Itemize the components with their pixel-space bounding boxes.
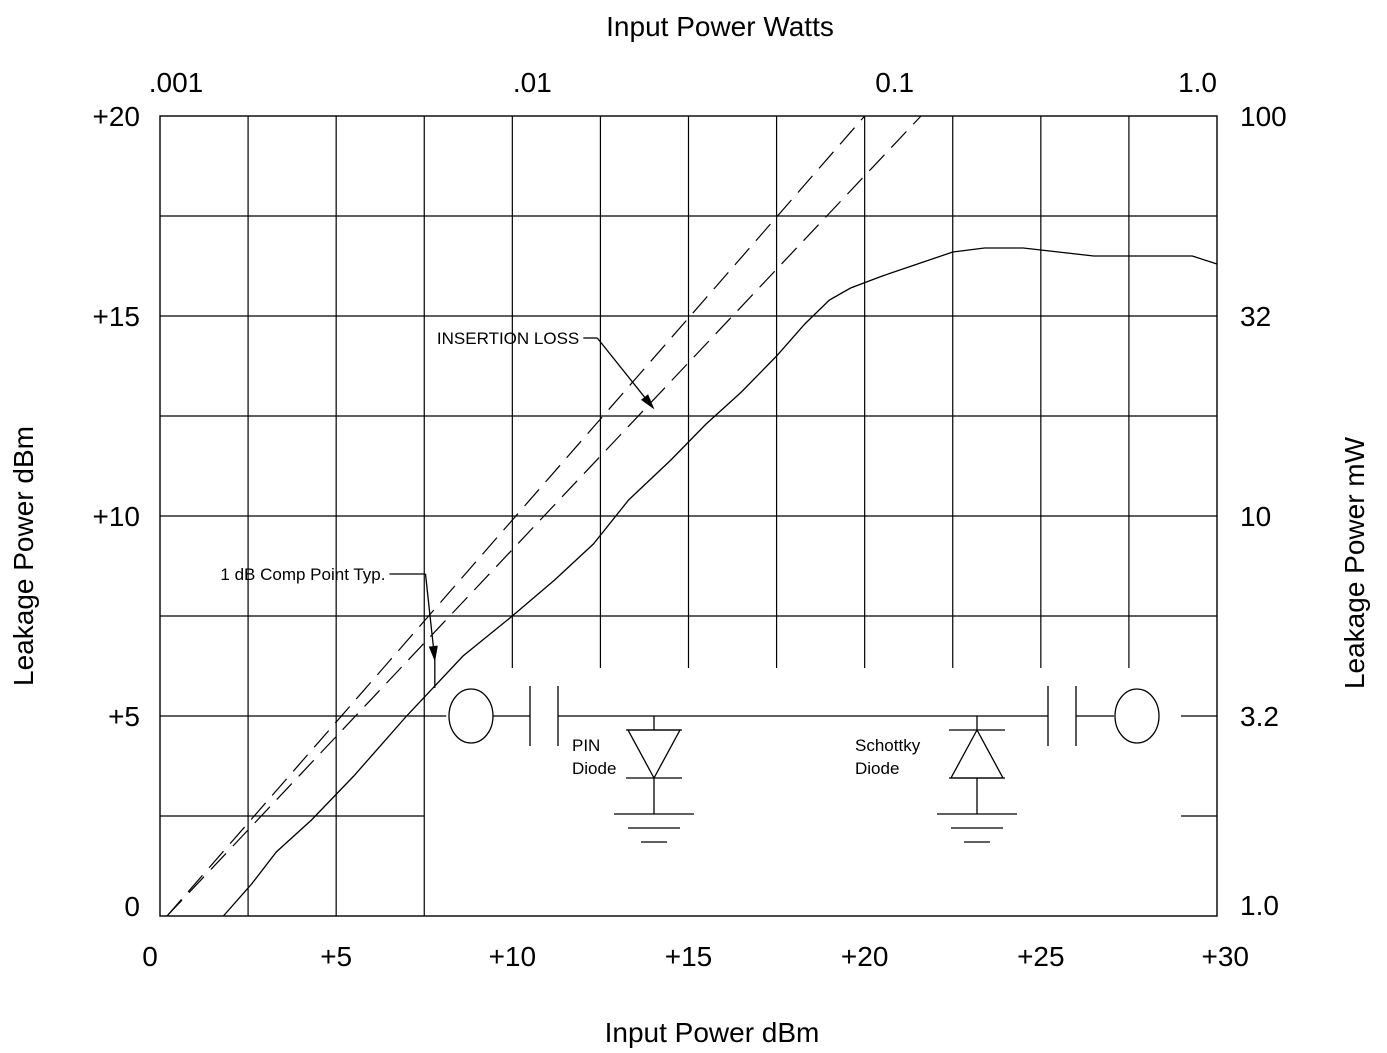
right-tick-label: 10	[1240, 501, 1271, 532]
right-axis-title: Leakage Power mW	[1339, 436, 1370, 689]
x-tick-label: +25	[1017, 941, 1065, 972]
annotations: INSERTION LOSS 1 dB Comp Point Typ.	[220, 329, 655, 688]
top-tick-label: .001	[149, 67, 204, 98]
left-axis-title: Leakage Power dBm	[8, 426, 39, 686]
right-tick-label: 1.0	[1240, 890, 1279, 921]
grid-lines	[160, 116, 1217, 916]
arrowhead	[641, 394, 655, 410]
top-axis-title: Input Power Watts	[606, 11, 834, 42]
pin-diode-label: Diode	[572, 759, 616, 778]
schottky-diode-icon	[949, 728, 1005, 779]
input-port-circle	[448, 688, 494, 744]
bottom-axis-title: Input Power dBm	[605, 1017, 820, 1048]
plot-frame	[159, 115, 1218, 917]
top-tick-label: 1.0	[1178, 67, 1217, 98]
solid-series-line	[222, 247, 1218, 917]
x-tick-label: +10	[489, 941, 537, 972]
x-tick-label: +30	[1202, 941, 1250, 972]
dashed-series-line-2	[166, 115, 922, 917]
right-tick-label: 32	[1240, 301, 1271, 332]
data-series	[166, 115, 1218, 917]
schottky-diode-label: Schottky	[855, 736, 921, 755]
annotation-1db-comp-point: 1 dB Comp Point Typ.	[220, 565, 385, 584]
arrowhead	[428, 645, 438, 662]
y-tick-label: 0	[124, 891, 140, 922]
pin-diode-icon	[626, 729, 682, 780]
top-tick-label: .01	[513, 67, 552, 98]
leader-line	[424, 573, 436, 661]
x-tick-label: +15	[665, 941, 713, 972]
annotation-insertion-loss: INSERTION LOSS	[437, 329, 579, 348]
leader-line	[596, 337, 654, 409]
x-tick-label: +20	[841, 941, 889, 972]
pin-diode-label: PIN	[572, 736, 600, 755]
top-tick-label: 0.1	[875, 67, 914, 98]
output-port-circle	[1114, 688, 1160, 744]
y-tick-label: +5	[108, 701, 140, 732]
y-tick-label: +20	[93, 101, 141, 132]
right-tick-label: 3.2	[1240, 701, 1279, 732]
y-tick-label: +15	[93, 301, 141, 332]
schottky-diode-label: Diode	[855, 759, 899, 778]
right-tick-label: 100	[1240, 101, 1287, 132]
x-tick-label: 0	[142, 941, 158, 972]
x-tick-label: +5	[320, 941, 352, 972]
y-tick-label: +10	[93, 501, 141, 532]
dashed-series-line-1	[166, 115, 866, 917]
circuit-inset: PIN Diode Schottky Diode	[448, 686, 1160, 843]
tick-labels: 0 +5 +10 +15 +20 +25 +30 0 +5 +10 +15 +20 .001 .01 0.1…	[93, 67, 1287, 972]
